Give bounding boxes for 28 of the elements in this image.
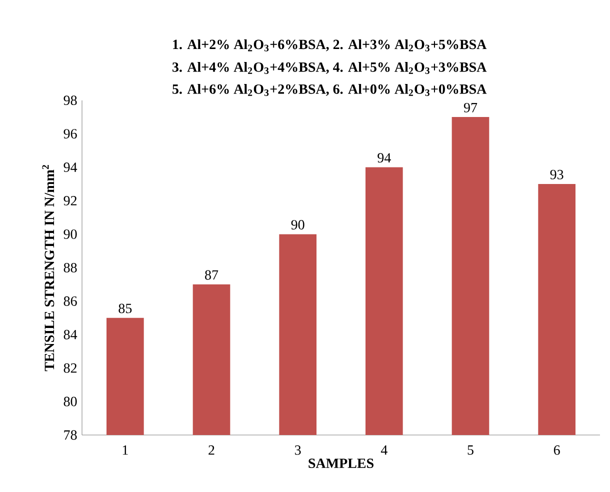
data-label: 90 — [291, 220, 304, 230]
x-tick-label: 2 — [208, 445, 214, 455]
x-tick-label: 1 — [122, 445, 128, 455]
x-tick-label: 4 — [380, 445, 388, 455]
data-label: 85 — [118, 304, 132, 314]
text: 5. Al+6% Al$_{2}$O$_{3}$+2%BSA, 6. Al+0% Al$_{2}$O$_{3}$+0%BSA — [172, 84, 487, 96]
y-tick-label: 86 — [64, 296, 77, 306]
y-tick-label: 98 — [64, 96, 77, 106]
data-label: 87 — [205, 270, 218, 280]
x-axis-title: SAMPLES — [308, 458, 374, 468]
y-tick-label: 90 — [64, 229, 77, 239]
y-tick-label: 92 — [64, 196, 77, 206]
y-axis-title: TENSILE STRENGTH IN N/mm$^{2}$ — [42, 165, 54, 372]
data-label: 97 — [464, 102, 478, 112]
y-tick-label: 84 — [64, 330, 78, 340]
y-tick-label: 82 — [64, 363, 77, 373]
y-tick-label: 80 — [64, 396, 77, 406]
y-tick-label: 88 — [64, 262, 77, 272]
y-tick-label: 96 — [64, 129, 77, 139]
x-tick-label: 3 — [295, 445, 301, 455]
text: 3. Al+4% Al$_{2}$O$_{3}$+4%BSA, 4. Al+5% Al$_{2}$O$_{3}$+3%BSA — [172, 62, 487, 74]
y-tick-label: 78 — [64, 430, 77, 440]
data-label: 93 — [550, 170, 564, 180]
x-tick-label: 5 — [468, 445, 474, 455]
x-tick-label: 6 — [554, 445, 560, 455]
y-tick-label: 94 — [64, 162, 78, 172]
data-label: 94 — [378, 153, 391, 163]
chart-title: 1. Al+2% Al$_{2}$O$_{3}$+6%BSA, 2. Al+3% Al$_{2}$O$_{3}$+5%BSA — [173, 39, 487, 52]
